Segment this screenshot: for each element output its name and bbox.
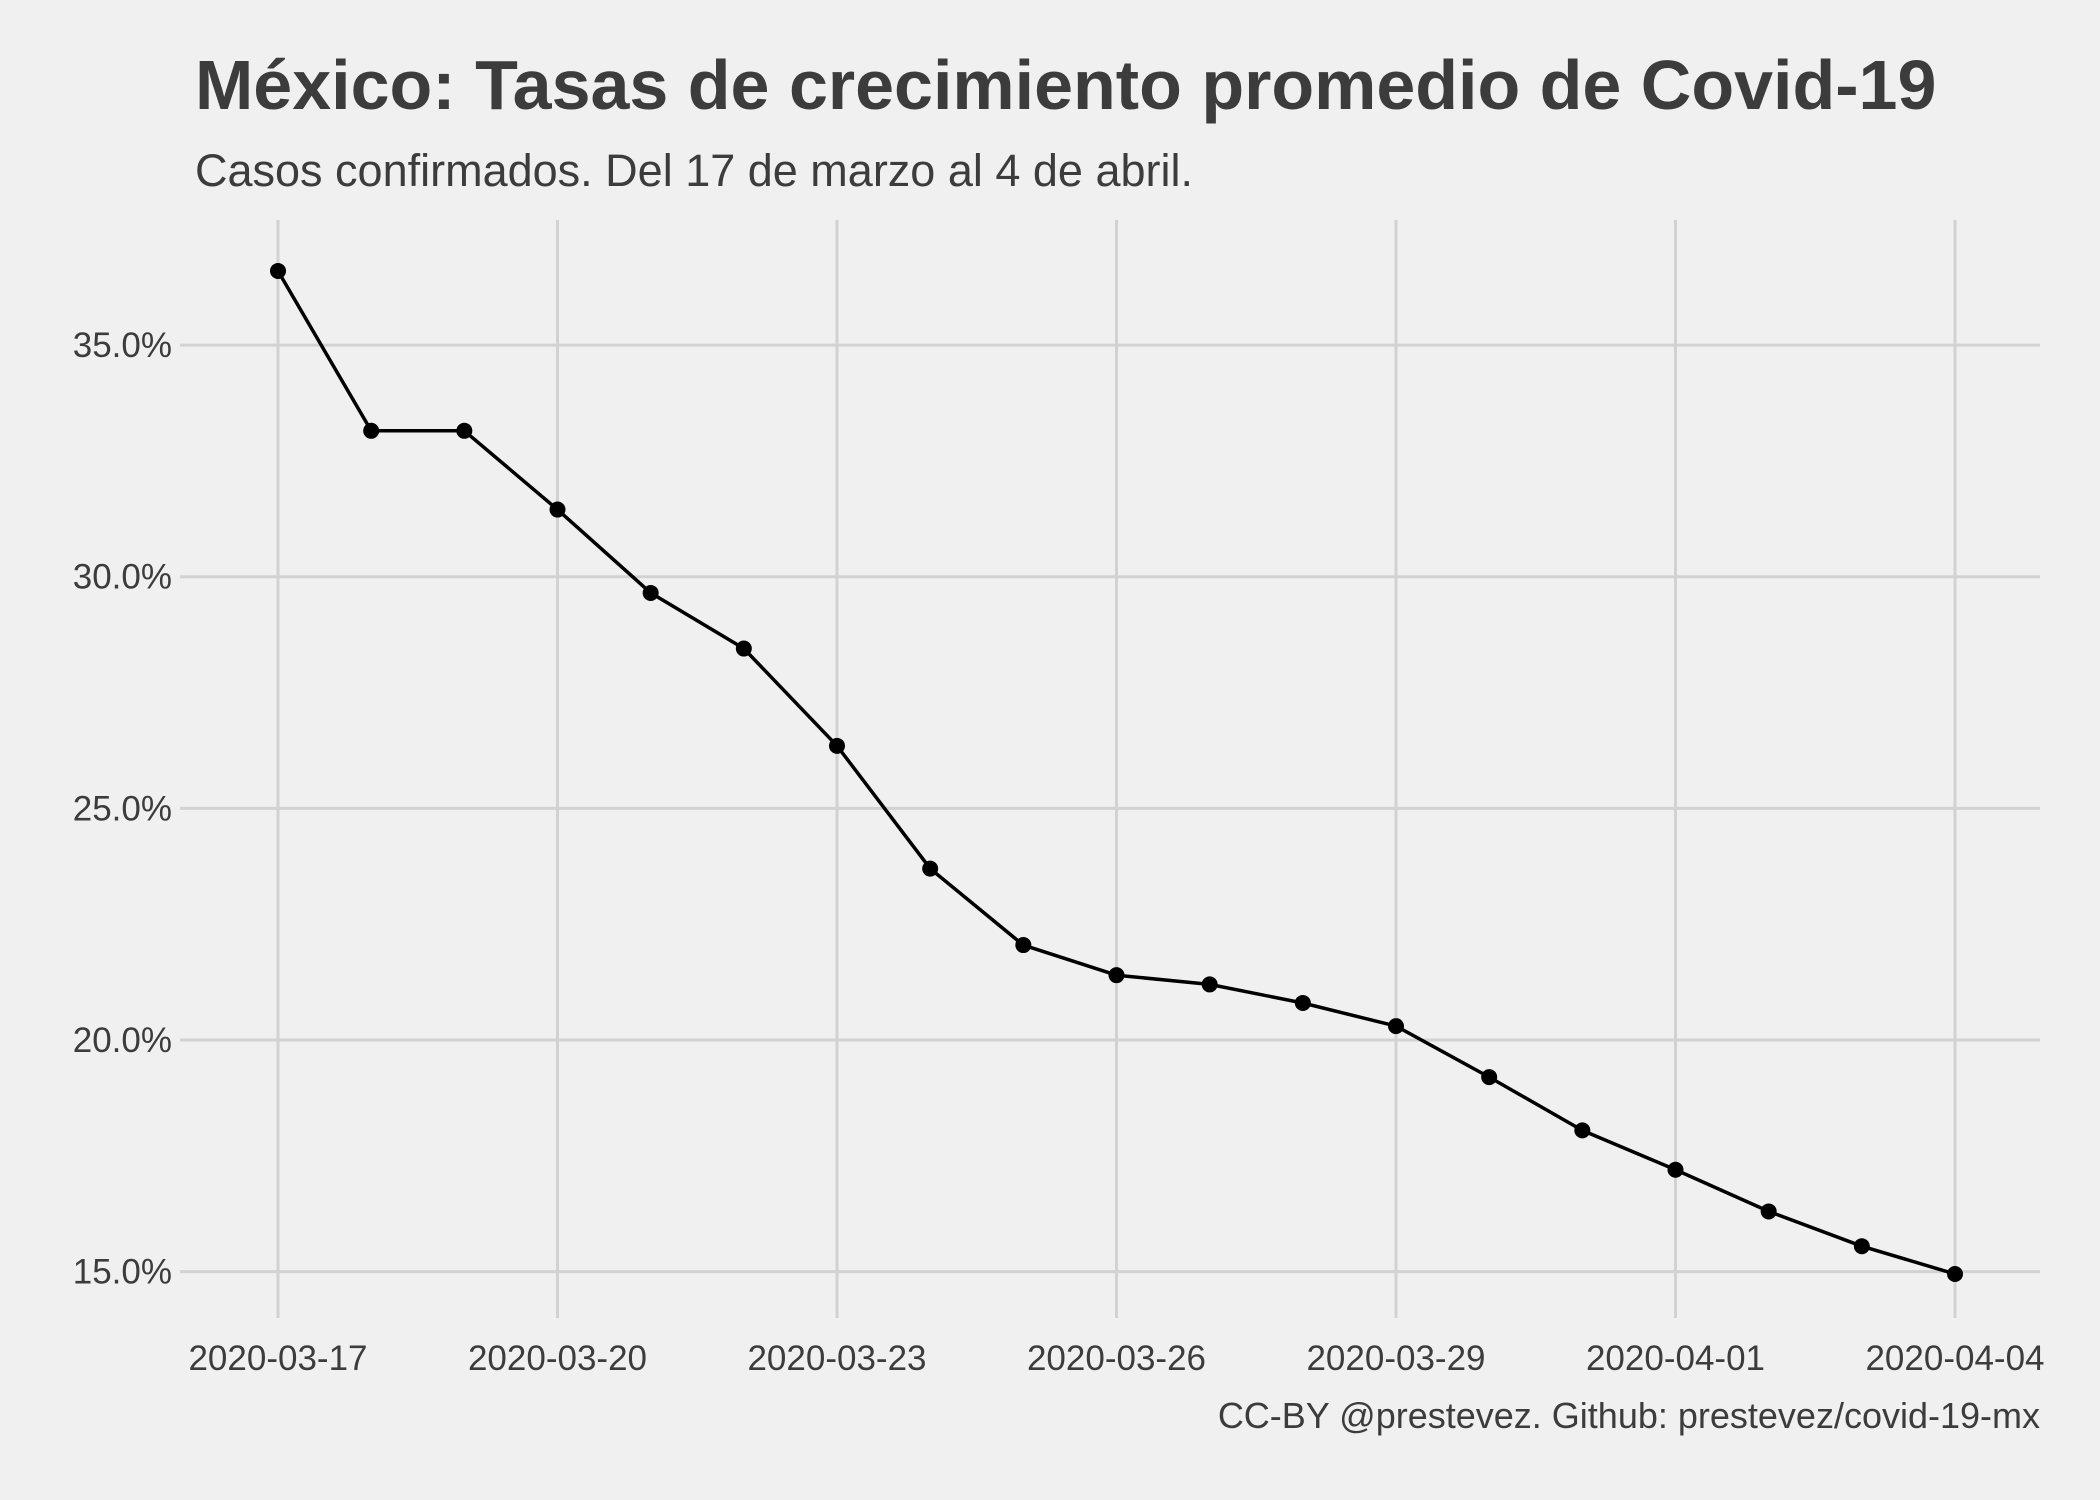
x-tick-label: 2020-04-01 — [1586, 1339, 1765, 1378]
data-point — [1294, 994, 1311, 1011]
data-point — [1481, 1069, 1498, 1086]
x-tick-label: 2020-03-23 — [747, 1339, 926, 1378]
data-point — [270, 262, 286, 279]
data-point — [1201, 976, 1218, 993]
x-tick-label: 2020-03-20 — [468, 1339, 647, 1378]
data-point — [456, 422, 473, 439]
data-point — [735, 640, 752, 657]
y-axis-ticks: 15.0% 20.0% 25.0% 30.0% 35.0% — [73, 326, 172, 1292]
grid — [180, 220, 2040, 1318]
data-point — [1015, 937, 1032, 954]
chart-title: México: Tasas de crecimiento promedio de… — [195, 46, 1937, 124]
data-point — [642, 584, 659, 601]
x-tick-label: 2020-04-04 — [1865, 1339, 2044, 1378]
data-point — [1667, 1161, 1684, 1178]
data-point — [922, 860, 939, 877]
data-point — [1853, 1238, 1870, 1255]
x-tick-label: 2020-03-17 — [188, 1339, 367, 1378]
y-tick-label: 25.0% — [73, 789, 172, 828]
data-point — [1388, 1018, 1404, 1035]
data-points — [270, 262, 1963, 1282]
data-point — [363, 422, 380, 439]
data-point — [1760, 1203, 1777, 1220]
x-tick-label: 2020-03-26 — [1027, 1339, 1206, 1378]
chart-caption: CC-BY @prestevez. Github: prestevez/covi… — [1217, 1395, 2040, 1436]
data-point — [549, 501, 566, 518]
data-point — [1947, 1265, 1963, 1282]
x-tick-label: 2020-03-29 — [1306, 1339, 1485, 1378]
chart-subtitle: Casos confirmados. Del 17 de marzo al 4 … — [195, 145, 1193, 196]
data-point — [1574, 1122, 1591, 1139]
y-tick-label: 15.0% — [73, 1253, 172, 1292]
y-tick-label: 20.0% — [73, 1021, 172, 1060]
data-point — [1108, 967, 1125, 984]
y-tick-label: 30.0% — [73, 558, 172, 597]
data-point — [829, 737, 845, 754]
x-axis-ticks: 2020-03-17 2020-03-20 2020-03-23 2020-03-26… — [188, 1339, 2044, 1378]
y-tick-label: 35.0% — [73, 326, 172, 365]
